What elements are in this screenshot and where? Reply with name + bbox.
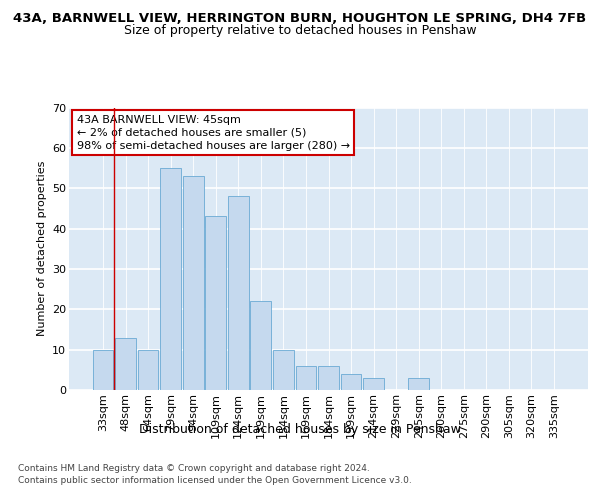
Bar bbox=[409, 378, 429, 390]
Bar bbox=[115, 338, 136, 390]
Bar bbox=[205, 216, 226, 390]
Text: 43A BARNWELL VIEW: 45sqm
← 2% of detached houses are smaller (5)
98% of semi-det: 43A BARNWELL VIEW: 45sqm ← 2% of detache… bbox=[77, 114, 350, 151]
Text: Size of property relative to detached houses in Penshaw: Size of property relative to detached ho… bbox=[124, 24, 476, 37]
Bar bbox=[160, 168, 181, 390]
Bar bbox=[363, 378, 384, 390]
Bar bbox=[296, 366, 316, 390]
Bar bbox=[183, 176, 203, 390]
Y-axis label: Number of detached properties: Number of detached properties bbox=[37, 161, 47, 336]
Bar bbox=[341, 374, 361, 390]
Bar bbox=[228, 196, 248, 390]
Text: Contains public sector information licensed under the Open Government Licence v3: Contains public sector information licen… bbox=[18, 476, 412, 485]
Bar bbox=[137, 350, 158, 390]
Text: Contains HM Land Registry data © Crown copyright and database right 2024.: Contains HM Land Registry data © Crown c… bbox=[18, 464, 370, 473]
Text: 43A, BARNWELL VIEW, HERRINGTON BURN, HOUGHTON LE SPRING, DH4 7FB: 43A, BARNWELL VIEW, HERRINGTON BURN, HOU… bbox=[13, 12, 587, 26]
Bar bbox=[250, 301, 271, 390]
Bar bbox=[273, 350, 294, 390]
Bar bbox=[318, 366, 339, 390]
Text: Distribution of detached houses by size in Penshaw: Distribution of detached houses by size … bbox=[139, 422, 461, 436]
Bar bbox=[92, 350, 113, 390]
